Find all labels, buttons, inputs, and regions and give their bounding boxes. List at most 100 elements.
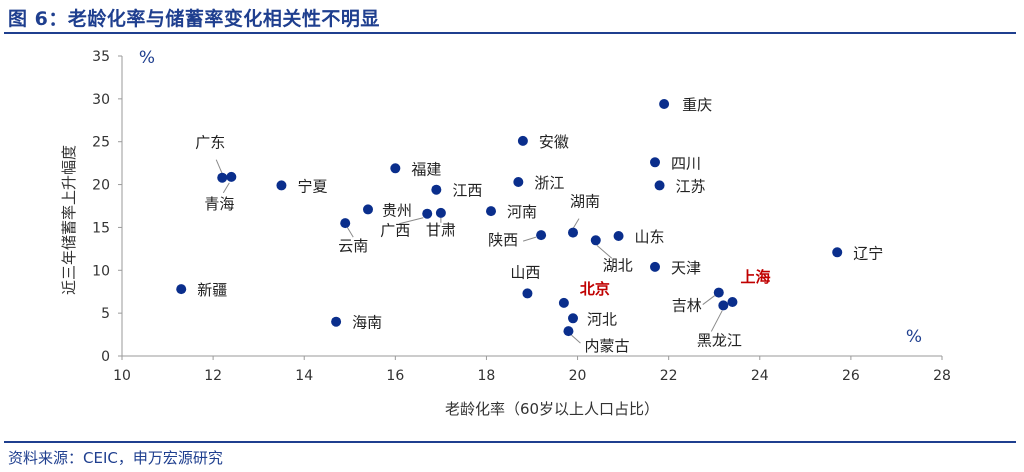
y-tick-label: 30 — [92, 92, 110, 108]
point-label: 青海 — [204, 195, 234, 213]
point-label: 天津 — [671, 259, 701, 277]
y-tick-label: 25 — [92, 135, 110, 151]
data-point — [435, 207, 446, 218]
data-point — [650, 261, 660, 272]
data-point — [590, 235, 601, 246]
point-label: 浙江 — [534, 174, 564, 192]
data-point — [217, 172, 228, 183]
point-label: 甘肃 — [426, 221, 456, 239]
point-label: 江西 — [452, 182, 482, 200]
data-point — [654, 180, 665, 191]
leader-line — [596, 244, 613, 259]
data-point — [713, 287, 724, 298]
leader-line — [222, 182, 230, 194]
scatter-chart: 10 12 14 16 18 20 22 24 26 28 0 5 10 15 20 25 30 35 重庆安徽四… — [60, 48, 951, 418]
point-label: 安徽 — [539, 133, 569, 151]
data-point — [563, 326, 574, 337]
x-axis-title: 老龄化率（60岁以上人口占比） — [445, 400, 659, 418]
data-point — [536, 230, 547, 241]
point-label: 辽宁 — [853, 244, 883, 262]
data-point — [226, 171, 237, 182]
leader-line — [399, 217, 424, 225]
point-label: 陕西 — [488, 231, 518, 249]
chart-axes: 10 12 14 16 18 20 22 24 26 28 0 5 10 15 20 25 30 35 — [92, 49, 951, 384]
data-point — [558, 297, 569, 308]
data-point — [176, 284, 187, 295]
x-tick-label: 22 — [660, 368, 678, 384]
data-point — [659, 99, 670, 109]
chart-points — [176, 99, 843, 337]
title-rule — [4, 32, 1016, 34]
point-label: 江苏 — [676, 177, 706, 195]
y-tick-label: 0 — [101, 349, 110, 365]
point-label: 河南 — [507, 203, 537, 221]
data-point — [718, 300, 729, 311]
leader-line — [710, 310, 723, 332]
point-label: 四川 — [671, 154, 701, 172]
x-tick-label: 16 — [386, 368, 404, 384]
data-point — [486, 206, 496, 217]
data-point — [390, 163, 401, 174]
data-point — [517, 135, 528, 146]
y-axis-unit: % — [139, 48, 155, 68]
point-label: 内蒙古 — [584, 337, 629, 355]
y-tick-label: 15 — [92, 220, 110, 236]
x-tick-label: 26 — [842, 368, 860, 384]
point-label: 重庆 — [682, 96, 712, 114]
data-point — [727, 297, 738, 307]
point-label: 云南 — [338, 237, 368, 255]
x-tick-label: 10 — [113, 368, 131, 384]
x-tick-label: 14 — [295, 368, 313, 384]
label-leader-lines — [215, 159, 723, 344]
y-axis-title: 近三年储蓄率上升幅度 — [60, 145, 78, 295]
y-tick-label: 35 — [92, 49, 110, 65]
data-point — [276, 180, 287, 191]
point-label: 北京 — [580, 280, 610, 298]
point-label: 福建 — [411, 160, 441, 178]
y-tick-label: 5 — [101, 306, 110, 322]
leader-line — [572, 218, 580, 229]
point-label: 上海 — [740, 268, 770, 286]
point-label: 广西 — [380, 222, 410, 240]
data-point — [513, 177, 524, 187]
data-point — [431, 184, 442, 195]
y-tick-label: 10 — [92, 263, 110, 279]
point-label: 贵州 — [382, 201, 412, 219]
data-point — [340, 218, 351, 229]
data-point — [363, 204, 373, 215]
figure-title: 图 6：老龄化率与储蓄率变化相关性不明显 — [8, 8, 380, 30]
point-label: 湖南 — [570, 193, 600, 211]
point-label: 河北 — [587, 310, 617, 328]
leader-line — [215, 159, 223, 174]
point-label: 海南 — [352, 314, 382, 332]
point-label: 新疆 — [197, 281, 227, 299]
point-label: 吉林 — [672, 297, 702, 315]
data-point — [568, 227, 578, 238]
x-tick-label: 20 — [569, 368, 587, 384]
data-point — [522, 288, 533, 299]
leader-line — [571, 334, 581, 344]
data-point — [613, 231, 624, 241]
source-note: 资料来源：CEIC，申万宏源研究 — [8, 449, 223, 467]
data-point — [422, 208, 433, 219]
data-point — [331, 316, 342, 327]
leader-line — [346, 226, 354, 238]
data-point — [568, 313, 578, 324]
y-tick-label: 20 — [92, 178, 110, 194]
data-point — [650, 157, 660, 168]
point-label: 山西 — [510, 263, 540, 281]
x-tick-label: 28 — [933, 368, 951, 384]
x-axis-unit: % — [906, 327, 922, 347]
point-label: 黑龙江 — [697, 331, 742, 349]
x-tick-label: 24 — [751, 368, 769, 384]
point-label: 广东 — [195, 134, 225, 152]
point-label: 湖北 — [603, 256, 633, 274]
source-rule — [4, 441, 1016, 443]
leader-line — [702, 295, 716, 305]
data-point — [832, 247, 843, 258]
x-tick-label: 18 — [478, 368, 496, 384]
point-label: 山东 — [635, 228, 665, 246]
x-tick-label: 12 — [204, 368, 222, 384]
point-label: 宁夏 — [297, 177, 327, 195]
